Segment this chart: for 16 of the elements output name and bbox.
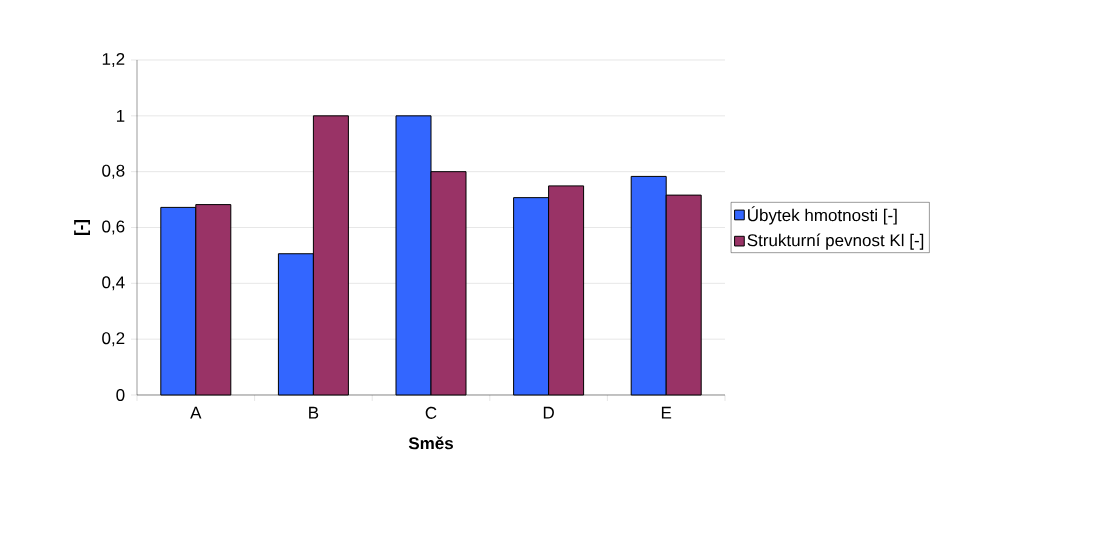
y-tick-label: 0,6 <box>102 220 125 235</box>
x-tick-label: A <box>190 406 202 419</box>
y-tick-label: 0,4 <box>102 276 125 291</box>
x-tick-label: D <box>543 406 554 419</box>
legend-label: Strukturní pevnost Kl [-] <box>747 233 924 250</box>
x-tick-label: B <box>309 406 319 419</box>
x-tick-label: E <box>661 406 672 419</box>
y-tick-label: 1,2 <box>102 52 125 68</box>
y-tick-label: 0,8 <box>102 164 125 179</box>
x-tick-label: C <box>425 406 437 419</box>
y-axis-title: [-] <box>74 219 90 236</box>
y-tick-label: 0,2 <box>102 332 125 347</box>
y-tick-label: 0 <box>116 388 125 402</box>
x-axis-title: Směs <box>408 436 453 450</box>
y-tick-label: 1 <box>116 109 125 122</box>
legend-label: Úbytek hmotnosti [-] <box>748 206 897 225</box>
